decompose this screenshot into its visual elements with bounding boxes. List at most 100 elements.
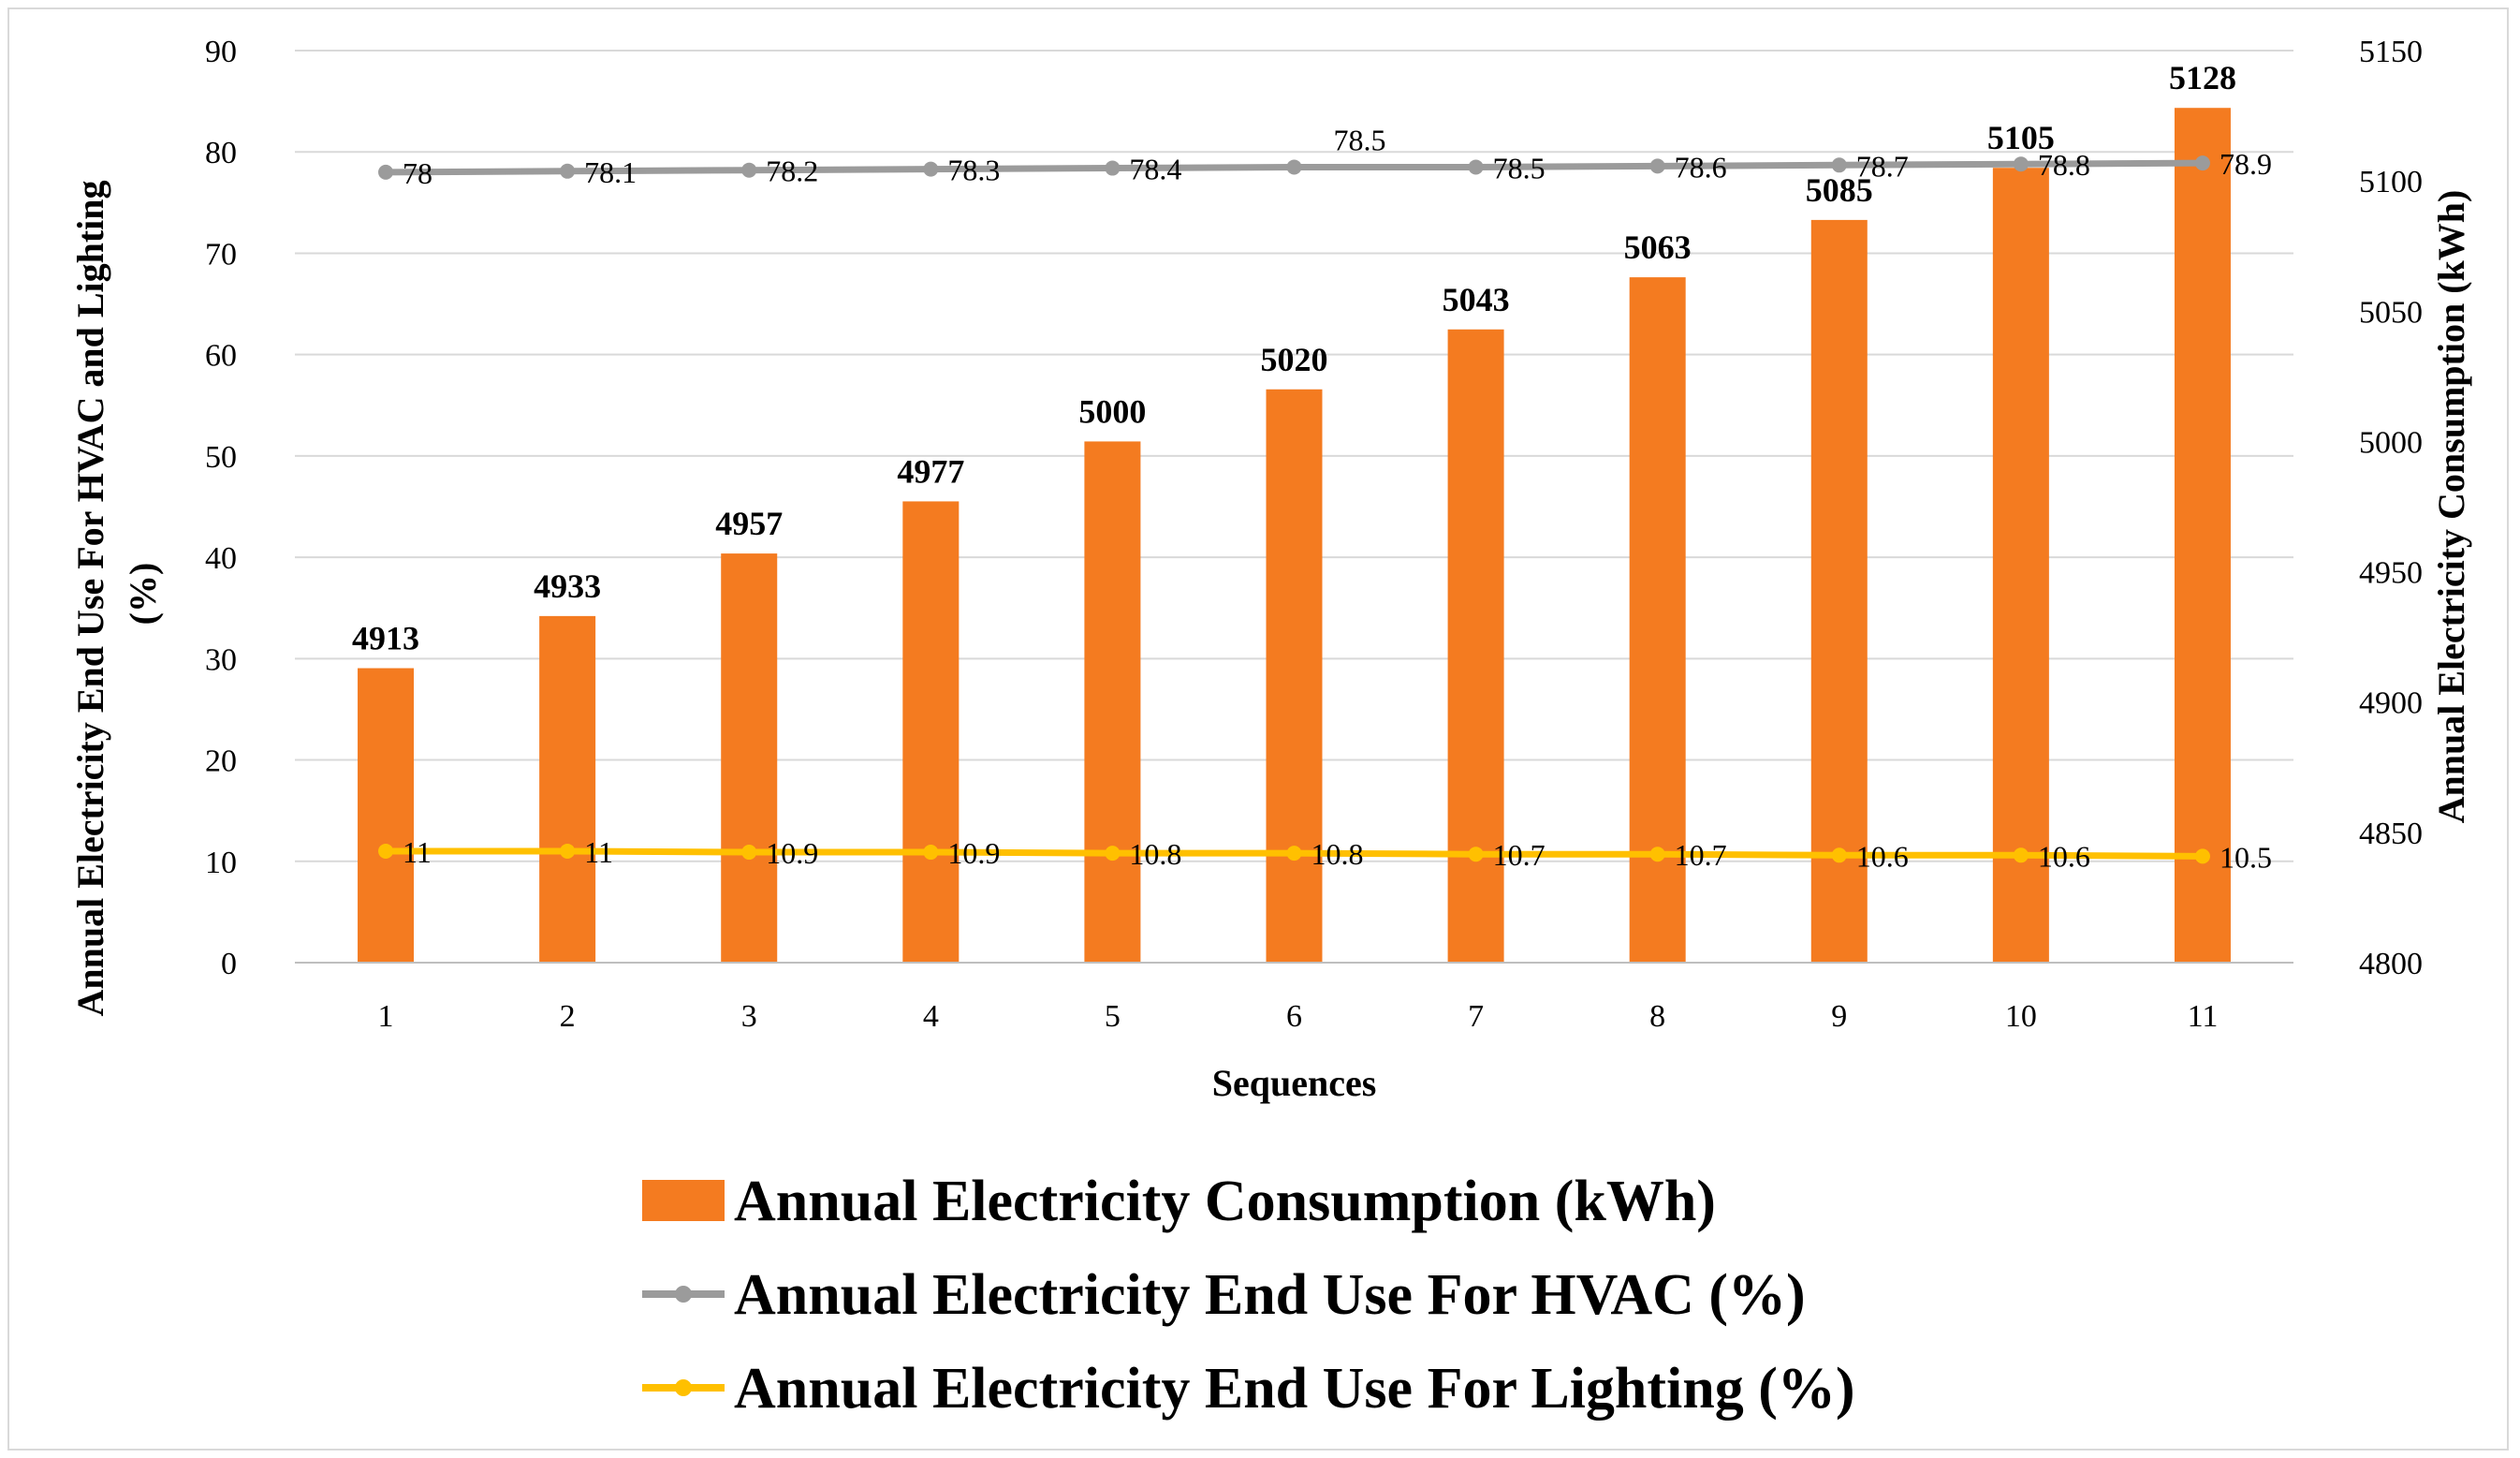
legend-swatch-bar (642, 1180, 725, 1221)
y-axis-left-title-line-2: (%) (122, 563, 164, 626)
point-value-label: 78.1 (584, 155, 637, 189)
point-value-label: 10.8 (1311, 837, 1364, 871)
bar (1266, 389, 1323, 963)
bar-value-label: 5043 (1443, 281, 1510, 318)
bar-value-label: 4957 (715, 505, 783, 542)
series-point (2013, 847, 2029, 863)
series-point (1105, 846, 1121, 862)
bar (902, 501, 960, 963)
y-right-tick-label: 5050 (2359, 295, 2423, 330)
axes: 0 10 20 30 40 50 60 70 80 90 4800 4850 4900 4950 5000 5… (205, 35, 2423, 1034)
point-value-label: 78.5 (1493, 151, 1546, 184)
point-value-label: 10.8 (1129, 837, 1181, 871)
point-value-label: 78.6 (1675, 150, 1727, 184)
point-value-label: 78.9 (2220, 147, 2272, 181)
series-point (378, 164, 394, 180)
bar-value-label: 5063 (1624, 228, 1692, 266)
bar (1992, 168, 2049, 963)
y-right-tick-label: 4850 (2359, 817, 2423, 851)
point-value-label: 10.9 (766, 836, 818, 870)
point-value-label: 78.7 (1856, 149, 1909, 183)
series-point (1831, 847, 1847, 863)
y-right-tick-label: 4800 (2359, 947, 2423, 981)
bar (358, 668, 415, 963)
legend-swatch-marker (675, 1379, 692, 1396)
x-tick-label: 10 (2005, 999, 2037, 1034)
x-tick-label: 8 (1649, 999, 1665, 1034)
y-left-tick-label: 10 (205, 846, 237, 880)
series-point (1649, 847, 1665, 862)
point-value-label: 10.7 (1675, 838, 1727, 872)
y-right-tick-label: 5150 (2359, 35, 2423, 69)
series-point (741, 162, 757, 178)
bar (539, 615, 596, 963)
y-right-tick-label: 5000 (2359, 425, 2423, 460)
bar-value-label: 5085 (1806, 171, 1873, 209)
point-value-label: 11 (403, 835, 432, 869)
series-point (1286, 159, 1302, 175)
x-tick-label: 7 (1468, 999, 1484, 1034)
x-tick-label: 2 (560, 999, 576, 1034)
bar (2174, 108, 2231, 964)
point-value-label: 10.7 (1493, 838, 1546, 872)
y-right-tick-label: 4900 (2359, 686, 2423, 721)
point-value-label: 78.8 (2038, 148, 2090, 182)
series-point (2013, 156, 2029, 172)
bar-value-label: 4977 (897, 452, 964, 490)
y-left-tick-label: 20 (205, 744, 237, 779)
y-axis-left-title: Annual Electricity End Use For HVAC and … (69, 170, 164, 1016)
series-point (1468, 847, 1484, 862)
bar-value-label: 5128 (2169, 59, 2236, 96)
bars (358, 108, 2231, 964)
y-axis-left-title-line-1: Annual Electricity End Use For HVAC and … (69, 180, 111, 1016)
point-value-label: 78.4 (1129, 153, 1181, 186)
bar-value-label: 5000 (1078, 392, 1146, 430)
series-point (1468, 159, 1484, 175)
point-value-label: 10.6 (2038, 839, 2090, 873)
y-right-tick-label: 4950 (2359, 556, 2423, 591)
point-value-label: 78.2 (766, 155, 818, 188)
series-point (378, 843, 394, 859)
series-point (2194, 848, 2210, 864)
point-value-label: 78.5 (1334, 123, 1386, 156)
bar (1084, 441, 1141, 963)
series-point (560, 843, 576, 859)
x-tick-label: 9 (1831, 999, 1847, 1034)
point-value-label: 10.6 (1856, 839, 1909, 873)
chart: 4913493349574977500050205043506350855105… (69, 35, 2472, 1421)
y-left-tick-label: 30 (205, 642, 237, 677)
legend-label: Annual Electricity Consumption (kWh) (734, 1170, 1716, 1233)
series-point (1649, 158, 1665, 174)
series-point (1286, 846, 1302, 862)
series-point (741, 845, 757, 861)
series-point (560, 163, 576, 179)
x-axis-title: Sequences (1212, 1062, 1377, 1104)
chart-frame: 4913 4933 4957 4977 5000 5020 5043 5063 5085 5105… (7, 7, 2509, 1451)
point-value-label: 78.3 (947, 154, 1000, 187)
x-tick-label: 3 (741, 999, 757, 1034)
x-tick-label: 6 (1286, 999, 1302, 1034)
series-point (923, 845, 939, 861)
series-point (1831, 157, 1847, 173)
series-point (1105, 160, 1121, 176)
data-labels: 4913 4933 4957 4977 5000 5020 5043 5063 5085 5105… (352, 59, 2272, 874)
bar-value-label: 5020 (1261, 341, 1328, 378)
x-tick-label: 5 (1105, 999, 1121, 1034)
point-value-label: 78 (403, 156, 432, 190)
bar-value-label: 4933 (534, 567, 601, 605)
y-left-tick-label: 0 (221, 947, 237, 981)
bar (721, 553, 778, 963)
point-value-label: 10.9 (947, 836, 1000, 870)
legend-label: Annual Electricity End Use For Lighting … (734, 1357, 1855, 1421)
x-tick-label: 11 (2188, 999, 2219, 1034)
y-right-tick-label: 5100 (2359, 165, 2423, 199)
y-left-tick-label: 50 (205, 440, 237, 475)
y-left-tick-label: 40 (205, 541, 237, 576)
x-tick-label: 4 (923, 999, 939, 1034)
bar-value-label: 4913 (352, 620, 419, 657)
point-value-label: 11 (584, 835, 613, 869)
legend-label: Annual Electricity End Use For HVAC (%) (734, 1263, 1806, 1327)
y-left-tick-label: 60 (205, 339, 237, 374)
y-left-tick-label: 90 (205, 35, 237, 69)
legend-swatch-marker (675, 1286, 692, 1303)
